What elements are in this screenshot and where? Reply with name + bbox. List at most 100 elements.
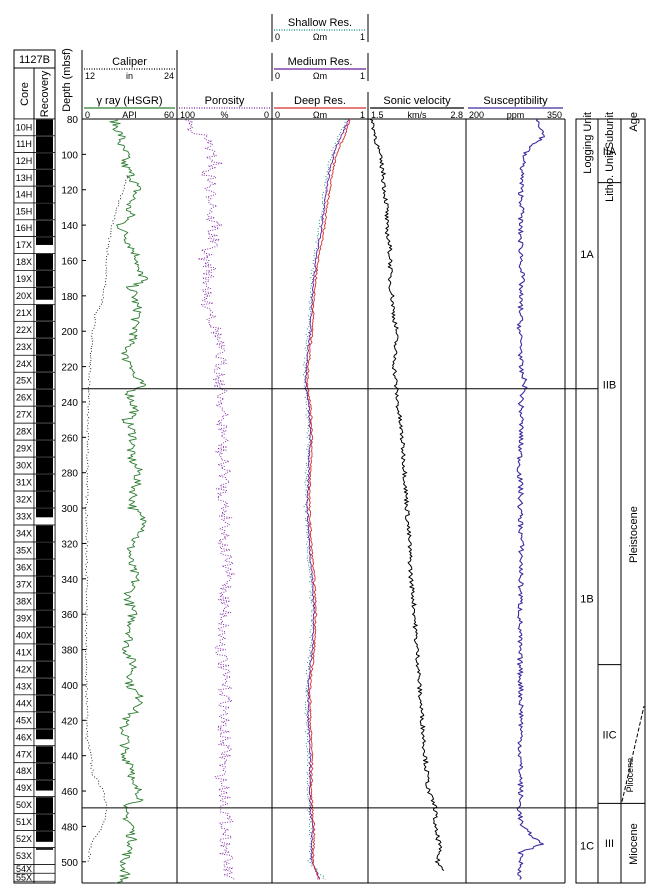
track-scale-unit: in [126,71,133,81]
unit-columns: Logging Unit Litho. Unit/Subunit Age 1A 1B 1C… [575,112,646,884]
core-label: 49X [16,783,32,793]
litho-unit-column [597,118,622,884]
recovery-bar [36,253,53,270]
age-label: Pliocene [625,758,635,793]
depth-tick-label: 280 [61,469,78,480]
core-label: 53X [16,851,32,861]
series-susceptibility-line [516,118,545,880]
core-label: 40X [16,630,32,640]
recovery-bar [36,389,53,406]
track-scale-min: 12 [85,71,95,81]
core-label: 13H [16,173,33,183]
depth-tick-label: 80 [67,115,79,126]
core-label: 10H [16,122,33,132]
depth-tick-label: 380 [61,646,78,657]
track-scale-max: 24 [164,71,174,81]
litho-unit-label: IIC [602,729,616,741]
track-title: Susceptibility [483,95,548,107]
age-column [620,118,646,884]
track-scale-min: 200 [469,110,484,120]
core-label: 15H [16,206,33,216]
core-label: 35X [16,546,32,556]
recovery-bar [36,814,53,831]
depth-tick-label: 480 [61,822,78,833]
track-title: Deep Res. [294,95,346,107]
core-label: 51X [16,817,32,827]
track-scale-unit: km/s [408,110,427,120]
recovery-header-label: Recovery [39,70,51,117]
recovery-bar [36,542,53,559]
recovery-bar [36,780,53,791]
core-label: 36X [16,562,32,572]
recovery-bar [36,406,53,423]
recovery-bar [36,831,53,842]
core-label: 37X [16,579,32,589]
series-deep-res-line [306,118,351,880]
recovery-bar [36,678,53,695]
core-label: 18X [16,257,32,267]
depth-tick-label: 340 [61,575,78,586]
core-label: 27X [16,410,32,420]
track-scale-min: 0 [275,71,280,81]
age-header: Age [628,112,640,132]
core-label: 19X [16,274,32,284]
recovery-bar [36,153,53,169]
log-curves [84,118,545,884]
depth-tick-label: 260 [61,433,78,444]
logging-unit-label: 1C [580,840,594,852]
logging-unit-header: Logging Unit [582,112,594,174]
core-label: 46X [16,732,32,742]
core-recovery-cell [33,864,56,874]
core-label: 21X [16,308,32,318]
core-label: 33X [16,512,32,522]
age-label: Miocene [628,823,640,865]
recovery-bar [36,763,53,780]
core-label: 16H [16,223,33,233]
core-label: 17X [16,240,32,250]
core-recovery-cell [33,847,56,865]
core-label: 29X [16,444,32,454]
core-header-label: Core [19,82,31,106]
depth-tick-label: 240 [61,398,78,409]
depth-tick-label: 140 [61,221,78,232]
recovery-bar [36,525,53,542]
recovery-bar [36,321,53,338]
track-scale-min: 1.5 [371,110,384,120]
core-label: 38X [16,596,32,606]
core-label: 41X [16,647,32,657]
core-label: 54X [16,864,32,874]
recovery-bar [36,491,53,508]
recovery-bar [36,338,53,355]
track-title: Caliper [112,56,147,68]
track-scale-max: 1 [360,110,365,120]
depth-axis: 80 100 120 140 160 180 200 220 240 260 280 300 320 34… [61,115,86,869]
recovery-bar [36,576,53,593]
recovery-bar [36,610,53,627]
track-scale-min: 0 [275,32,280,42]
core-label: 11H [16,139,32,149]
depth-tick-label: 360 [61,610,78,621]
logging-unit-label: 1B [580,593,593,605]
series-medium-res-line [304,119,349,880]
track-scale-unit: Ωm [313,32,327,42]
track-title: Medium Res. [288,56,353,68]
recovery-bar [36,848,53,850]
depth-tick-label: 460 [61,787,78,798]
litho-unit-label: IIB [603,379,616,391]
core-label: 12H [16,156,33,166]
series-caliper-line [84,175,129,862]
track-scale-min: 100 [180,110,195,120]
recovery-bar [36,712,53,729]
depth-tick-label: 200 [61,327,78,338]
track-scale-unit: % [220,110,228,120]
recovery-bar [36,372,53,389]
recovery-bar [36,270,53,287]
depth-tick-label: 420 [61,716,78,727]
core-label: 47X [16,749,32,759]
core-label: 45X [16,715,32,725]
recovery-bar [36,119,53,136]
core-label: 34X [16,529,32,539]
core-label: 30X [16,461,32,471]
core-recovery-cell [33,872,56,882]
